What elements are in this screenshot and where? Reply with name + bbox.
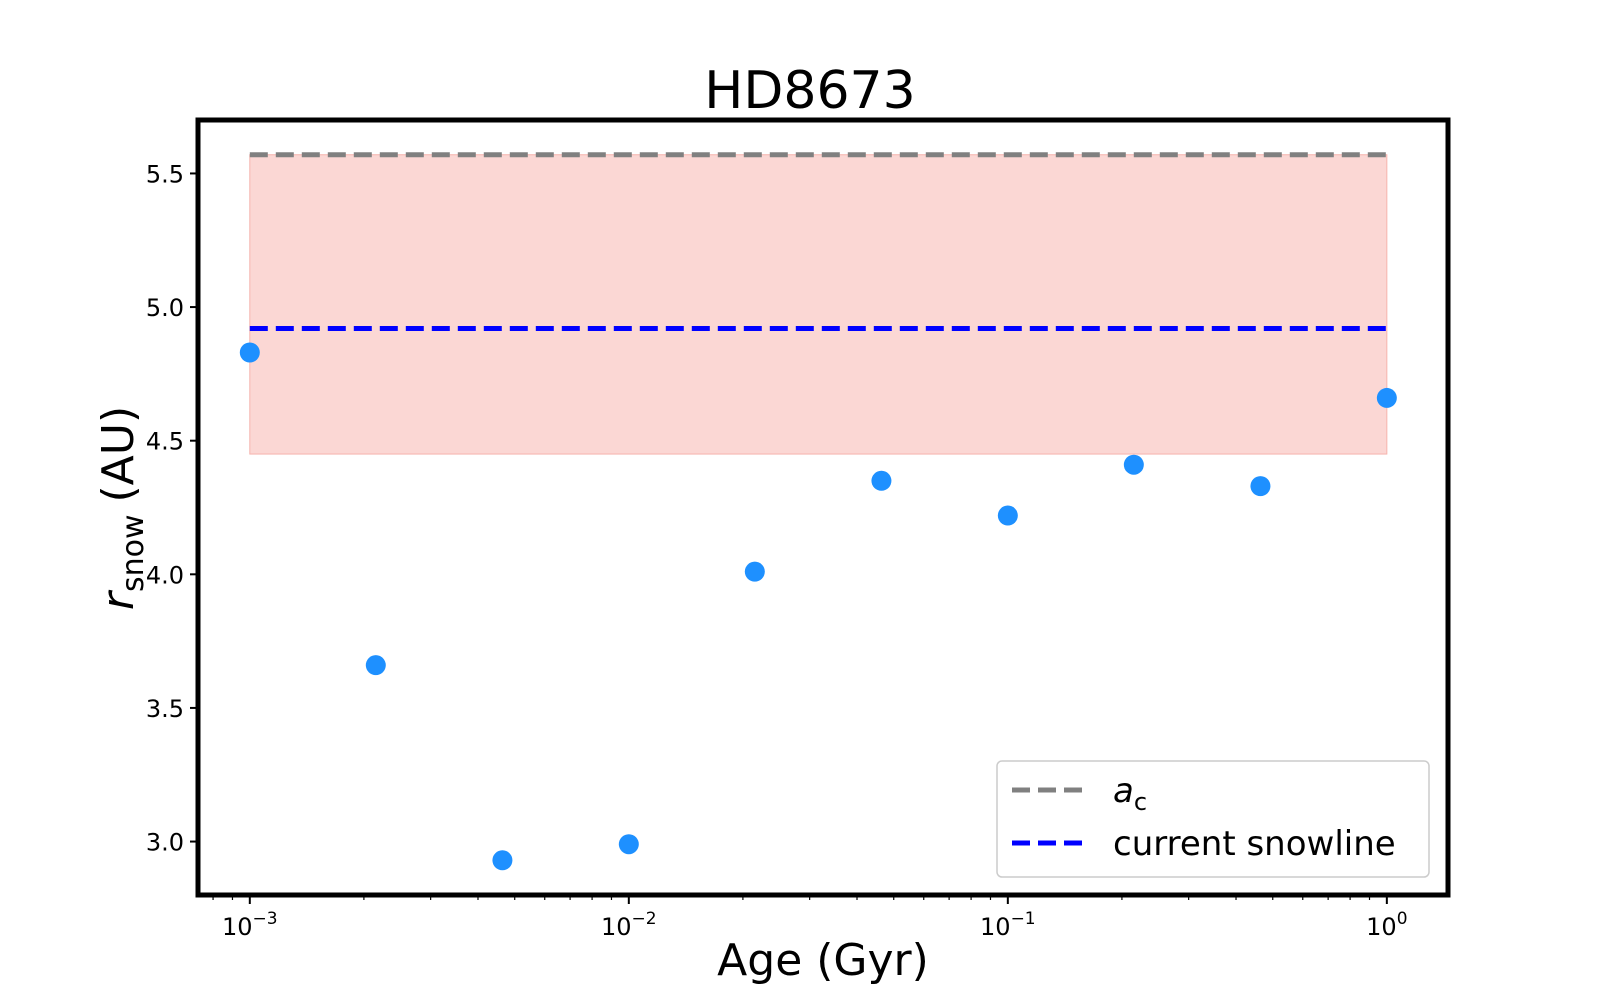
shaded-range-band bbox=[249, 154, 1388, 455]
data-point bbox=[871, 470, 892, 491]
x-tick-label: 10−3 bbox=[222, 909, 278, 941]
data-point bbox=[1376, 387, 1397, 408]
x-axis: 10−3 10−2 10−1 100 bbox=[212, 895, 1408, 941]
y-tick-label: 4.5 bbox=[146, 428, 184, 456]
y-axis: 3.0 3.5 4.0 4.5 5.0 5.5 bbox=[146, 160, 198, 857]
x-tick-label: 10−1 bbox=[980, 909, 1036, 941]
legend-box bbox=[996, 760, 1430, 878]
y-tick-label: 5.0 bbox=[146, 294, 184, 322]
y-tick-label: 3.5 bbox=[146, 695, 184, 723]
legend-label-ac-symbol: a bbox=[1113, 771, 1134, 811]
legend: ac current snowline bbox=[996, 760, 1430, 878]
legend-label-ac: ac bbox=[1113, 771, 1147, 816]
y-axis-title-subscript: snow bbox=[116, 515, 151, 593]
data-point bbox=[365, 655, 386, 676]
data-point bbox=[1123, 454, 1144, 475]
data-point bbox=[239, 342, 260, 363]
data-point bbox=[618, 834, 639, 855]
y-tick-label: 5.5 bbox=[146, 160, 184, 188]
data-point bbox=[492, 850, 513, 871]
plot-area bbox=[239, 152, 1397, 871]
data-point bbox=[744, 561, 765, 582]
y-axis-title-symbol: r bbox=[93, 589, 144, 610]
data-point bbox=[1250, 476, 1271, 497]
legend-label-snowline: current snowline bbox=[1113, 824, 1396, 864]
plot-frame bbox=[195, 117, 1451, 898]
y-axis-title: rsnow (AU) bbox=[93, 406, 151, 610]
data-point bbox=[997, 505, 1018, 526]
legend-label-ac-subscript: c bbox=[1134, 788, 1147, 816]
chart-title: HD8673 bbox=[704, 61, 915, 121]
y-axis-title-unit: (AU) bbox=[93, 406, 144, 503]
x-tick-label: 100 bbox=[1366, 909, 1407, 941]
x-axis-title: Age (Gyr) bbox=[717, 935, 929, 986]
x-tick-label: 10−2 bbox=[601, 909, 657, 941]
y-tick-label: 4.0 bbox=[146, 561, 184, 589]
y-tick-label: 3.0 bbox=[146, 829, 184, 857]
